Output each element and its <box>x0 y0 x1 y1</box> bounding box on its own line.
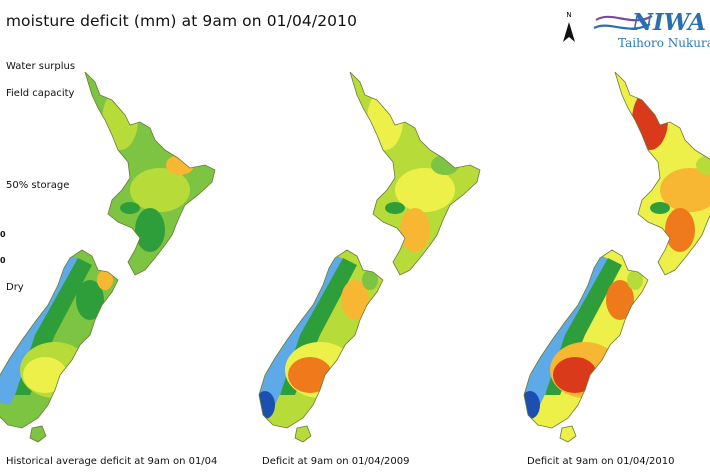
north-island-outline <box>84 71 216 276</box>
fiordland-very-wet <box>524 391 540 419</box>
canterbury-zone <box>76 280 104 320</box>
northland-zone <box>632 90 668 150</box>
south-island-outline <box>523 249 649 429</box>
south-core-zone <box>553 357 597 393</box>
legend-water-surplus: Water surplus <box>6 61 76 72</box>
north-arrow-icon: N <box>563 11 575 42</box>
legend-dry: Dry <box>6 282 24 293</box>
stewart-island-outline <box>29 425 47 443</box>
caption-2010: Deficit at 9am on 01/04/2010 <box>527 456 675 467</box>
nz-map-2010 <box>523 71 710 443</box>
east-north-zone <box>400 208 430 252</box>
legend-field-capacity: Field capacity <box>6 88 75 99</box>
south-island-outline <box>258 249 384 429</box>
north-island-outline <box>614 71 710 276</box>
north-island-outline <box>349 71 481 276</box>
taranaki-zone <box>650 202 670 214</box>
northland-zone <box>367 90 403 150</box>
logo-subtitle: Taihoro Nukurang <box>618 36 710 50</box>
central-north-zone <box>130 168 190 212</box>
central-north-zone <box>395 168 455 212</box>
central-north-zone <box>660 168 710 212</box>
stewart-island-outline <box>559 425 577 443</box>
caption-2009: Deficit at 9am on 01/04/2009 <box>262 456 410 467</box>
bay-of-plenty-zone <box>166 155 194 175</box>
bay-of-plenty-zone <box>696 155 710 175</box>
canterbury-zone <box>606 280 634 320</box>
logo-wordmark: NIWA <box>631 9 706 36</box>
marlborough-zone <box>627 270 643 290</box>
fiordland-very-wet <box>259 391 275 419</box>
legend-tick-fragment: 0 <box>0 256 6 265</box>
canterbury-zone <box>341 280 369 320</box>
legend-50-storage: 50% storage <box>6 180 70 191</box>
south-core-zone <box>288 357 332 393</box>
taranaki-zone <box>120 202 140 214</box>
niwa-logo: NIWA <box>593 9 706 36</box>
south-core-zone <box>23 357 67 393</box>
marlborough-zone <box>362 270 378 290</box>
marlborough-zone <box>97 270 113 290</box>
taranaki-zone <box>385 202 405 214</box>
north-label: N <box>566 11 571 19</box>
bay-of-plenty-zone <box>431 155 459 175</box>
caption-historical: Historical average deficit at 9am on 01/… <box>6 456 218 467</box>
northland-zone <box>102 90 138 150</box>
east-north-zone <box>665 208 695 252</box>
legend-tick-fragment: 0 <box>0 230 6 239</box>
map-title: il moisture deficit (mm) at 9am on 01/04… <box>0 12 358 30</box>
east-north-zone <box>135 208 165 252</box>
nz-map-historical <box>0 71 216 443</box>
south-island-outline <box>0 249 119 429</box>
stewart-island-outline <box>294 425 312 443</box>
nz-map-2009 <box>258 71 481 443</box>
